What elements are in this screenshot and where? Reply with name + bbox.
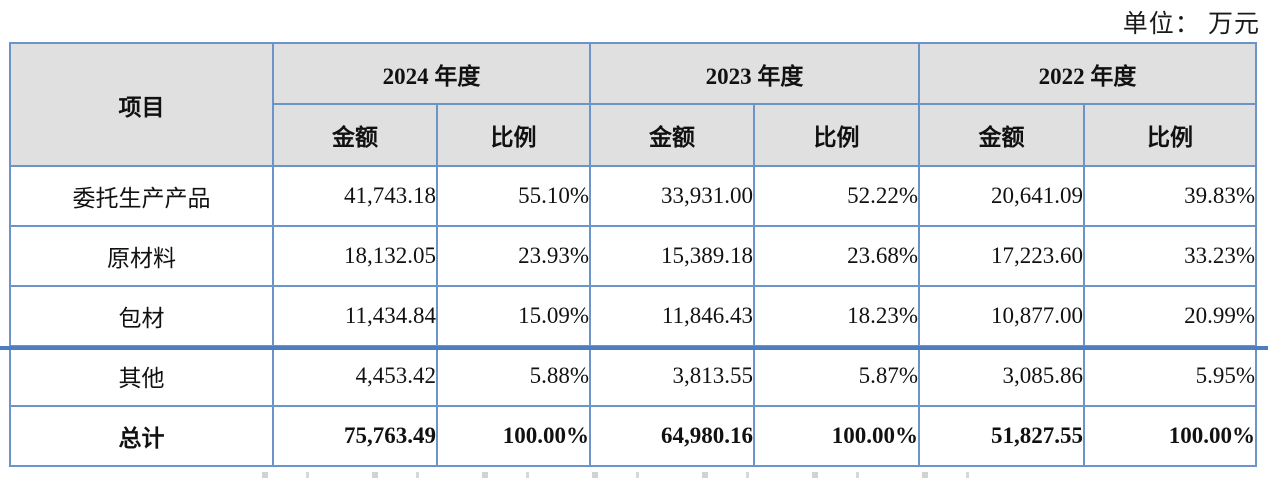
cell-amount-2024: 18,132.05 xyxy=(272,225,438,287)
column-header-item: 项目 xyxy=(9,42,274,167)
unit-label: 单位： 万元 xyxy=(1122,11,1260,38)
table-header-subcolumns: 金额 比例 金额 比例 金额 比例 xyxy=(10,103,1257,167)
column-header-year-2023: 2023 年度 xyxy=(589,42,920,105)
column-header-ratio-2024: 比例 xyxy=(436,103,591,167)
cell-amount-2023: 3,813.55 xyxy=(589,345,755,407)
row-item-label: 委托生产产品 xyxy=(9,165,274,227)
cell-amount-2023: 33,931.00 xyxy=(589,165,755,227)
row-item-label: 原材料 xyxy=(9,225,274,287)
cell-amount-2022: 20,641.09 xyxy=(918,165,1085,227)
cell-ratio-2024: 15.09% xyxy=(436,285,591,347)
cell-ratio-2024: 5.88% xyxy=(436,345,591,407)
table-row: 委托生产产品 41,743.18 55.10% 33,931.00 52.22%… xyxy=(9,165,1257,227)
cell-ratio-2022: 33.23% xyxy=(1083,225,1257,287)
cell-amount-2022: 3,085.86 xyxy=(918,345,1085,407)
column-header-amount-2022: 金额 xyxy=(918,103,1085,167)
cell-ratio-2024: 100.00% xyxy=(436,405,591,467)
cell-ratio-2024: 55.10% xyxy=(436,165,591,227)
cell-ratio-2022: 20.99% xyxy=(1083,285,1257,347)
cell-amount-2024: 75,763.49 xyxy=(272,405,438,467)
column-header-year-2022: 2022 年度 xyxy=(918,42,1257,105)
procurement-table: 项目 2024 年度 2023 年度 2022 年度 金额 比例 金额 比例 金… xyxy=(9,42,1257,467)
cell-amount-2023: 15,389.18 xyxy=(589,225,755,287)
cell-amount-2023: 11,846.43 xyxy=(589,285,755,347)
cell-ratio-2022: 5.95% xyxy=(1083,345,1257,407)
cell-ratio-2023: 23.68% xyxy=(753,225,920,287)
cell-ratio-2022: 39.83% xyxy=(1083,165,1257,227)
column-header-amount-2023: 金额 xyxy=(589,103,755,167)
cell-ratio-2024: 23.93% xyxy=(436,225,591,287)
cell-ratio-2023: 5.87% xyxy=(753,345,920,407)
cell-ratio-2022: 100.00% xyxy=(1083,405,1257,467)
cell-ratio-2023: 52.22% xyxy=(753,165,920,227)
row-item-label: 总计 xyxy=(9,405,274,467)
table-row: 包材 11,434.84 15.09% 11,846.43 18.23% 10,… xyxy=(9,285,1257,347)
column-header-ratio-2023: 比例 xyxy=(753,103,920,167)
cell-amount-2022: 17,223.60 xyxy=(918,225,1085,287)
page-break-divider-line xyxy=(0,346,1268,350)
table-header-years: 项目 2024 年度 2023 年度 2022 年度 xyxy=(9,42,1257,167)
table-row: 原材料 18,132.05 23.93% 15,389.18 23.68% 17… xyxy=(9,225,1257,287)
cell-amount-2023: 64,980.16 xyxy=(589,405,755,467)
cell-amount-2024: 41,743.18 xyxy=(272,165,438,227)
cell-amount-2024: 4,453.42 xyxy=(272,345,438,407)
cell-amount-2024: 11,434.84 xyxy=(272,285,438,347)
column-header-amount-2024: 金额 xyxy=(272,103,438,167)
table-row-total: 总计 75,763.49 100.00% 64,980.16 100.00% 5… xyxy=(9,405,1257,467)
row-item-label: 其他 xyxy=(9,345,274,407)
cell-ratio-2023: 18.23% xyxy=(753,285,920,347)
table-row: 其他 4,453.42 5.88% 3,813.55 5.87% 3,085.8… xyxy=(9,345,1257,407)
column-header-year-2024: 2024 年度 xyxy=(272,42,591,105)
column-header-ratio-2022: 比例 xyxy=(1083,103,1257,167)
row-item-label: 包材 xyxy=(9,285,274,347)
clipped-text-remnant xyxy=(228,472,988,478)
cell-amount-2022: 51,827.55 xyxy=(918,405,1085,467)
cell-ratio-2023: 100.00% xyxy=(753,405,920,467)
cell-amount-2022: 10,877.00 xyxy=(918,285,1085,347)
